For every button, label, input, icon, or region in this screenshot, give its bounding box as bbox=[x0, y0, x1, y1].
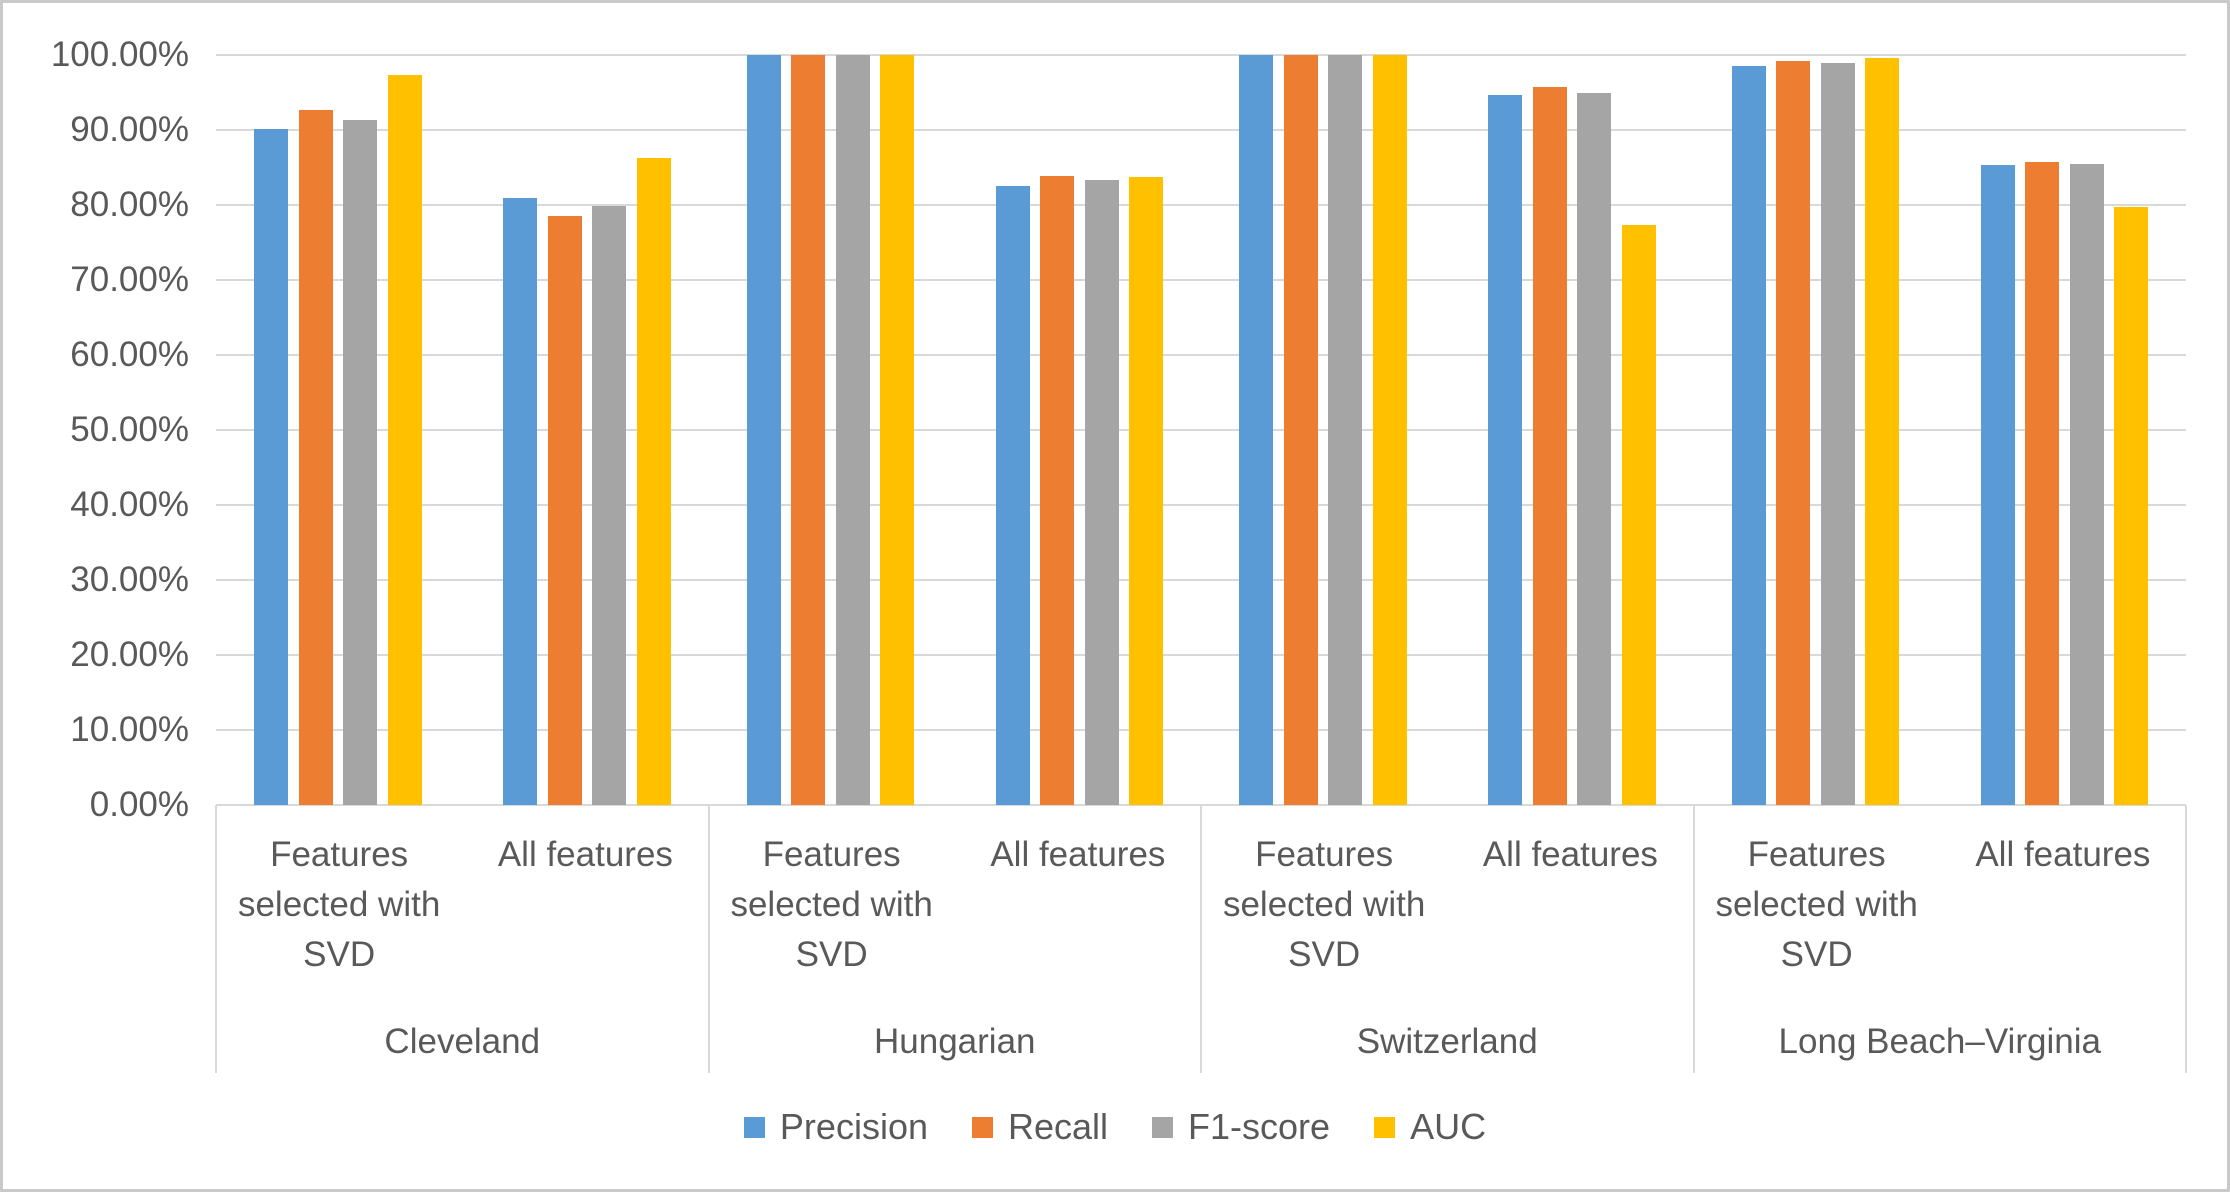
bar-auc-all-3 bbox=[2114, 206, 2148, 805]
bar-recall-svd-3 bbox=[1776, 61, 1810, 805]
bar-recall-all-2 bbox=[1532, 87, 1567, 805]
bar-precision-svd-0 bbox=[254, 128, 288, 805]
bar-f1-score-svd-0 bbox=[343, 120, 377, 805]
subcategory-label-all-2: All features bbox=[1482, 835, 1658, 874]
legend: Precision Recall F1-score AUC bbox=[3, 1106, 2227, 1148]
bar-auc-svd-3 bbox=[1865, 58, 1899, 805]
category-separator-3 bbox=[1692, 805, 1695, 1073]
bar-f1-score-all-0 bbox=[592, 205, 626, 805]
bar-precision-all-2 bbox=[1488, 94, 1522, 805]
gridline-80 bbox=[216, 204, 2186, 206]
y-tick-label-60: 60.00% bbox=[70, 335, 189, 374]
subcategory-label-all-1: All features bbox=[990, 835, 1166, 874]
subcategory-label-all-0: All features bbox=[497, 835, 673, 874]
y-tick-label-100: 100.00% bbox=[50, 35, 189, 74]
y-tick-label-80: 80.00% bbox=[70, 185, 189, 224]
gridline-60 bbox=[216, 354, 2186, 356]
bar-precision-all-3 bbox=[1980, 165, 2015, 805]
bar-recall-all-3 bbox=[2025, 162, 2059, 805]
y-tick-label-10: 10.00% bbox=[70, 710, 189, 749]
subcategory-label-svd-1: Features selected with SVD bbox=[730, 835, 933, 974]
group-label-2: Switzerland bbox=[1356, 1022, 1538, 1061]
bar-auc-all-2 bbox=[1621, 225, 1656, 805]
subcategory-label-all-3: All features bbox=[1975, 835, 2151, 874]
y-tick-label-20: 20.00% bbox=[70, 635, 189, 674]
y-tick-label-30: 30.00% bbox=[70, 560, 189, 599]
gridline-90 bbox=[216, 129, 2186, 131]
y-tick-label-0: 0.00% bbox=[89, 785, 189, 824]
legend-swatch-f1-score bbox=[1152, 1116, 1174, 1138]
bar-f1-score-all-3 bbox=[2069, 163, 2104, 805]
bar-auc-svd-2 bbox=[1372, 55, 1407, 805]
category-separator-4 bbox=[2185, 805, 2187, 1073]
y-tick-label-70: 70.00% bbox=[70, 260, 189, 299]
subcategory-label-svd-2: Features selected with SVD bbox=[1222, 835, 1426, 974]
bar-recall-svd-1 bbox=[791, 55, 825, 805]
gridline-30 bbox=[216, 579, 2186, 581]
bar-recall-svd-0 bbox=[298, 109, 333, 805]
subcategory-label-svd-3: Features selected with SVD bbox=[1715, 835, 1918, 974]
bar-precision-svd-1 bbox=[746, 55, 781, 805]
legend-item-precision: Precision bbox=[743, 1106, 928, 1148]
bar-recall-all-1 bbox=[1040, 175, 1074, 805]
bar-f1-score-all-2 bbox=[1577, 92, 1611, 805]
category-separator-2 bbox=[1200, 805, 1202, 1073]
gridline-50 bbox=[216, 429, 2186, 431]
bar-auc-svd-1 bbox=[880, 55, 914, 805]
legend-swatch-precision bbox=[743, 1116, 765, 1138]
bar-precision-all-0 bbox=[503, 197, 537, 805]
gridline-100 bbox=[216, 54, 2186, 56]
category-separator-0 bbox=[215, 805, 217, 1073]
bar-recall-svd-2 bbox=[1283, 55, 1318, 805]
bar-precision-svd-3 bbox=[1731, 66, 1766, 805]
legend-swatch-recall bbox=[971, 1116, 993, 1138]
legend-item-recall: Recall bbox=[971, 1106, 1109, 1148]
group-label-0: Cleveland bbox=[384, 1022, 541, 1061]
subcategory-label-svd-0: Features selected with SVD bbox=[237, 835, 441, 974]
legend-swatch-auc bbox=[1374, 1116, 1396, 1138]
y-tick-label-40: 40.00% bbox=[70, 485, 189, 524]
bar-f1-score-svd-3 bbox=[1820, 63, 1855, 805]
bar-f1-score-svd-2 bbox=[1328, 55, 1362, 805]
bar-auc-all-0 bbox=[636, 157, 671, 805]
group-label-1: Hungarian bbox=[874, 1022, 1036, 1061]
bar-auc-all-1 bbox=[1129, 176, 1163, 805]
gridline-20 bbox=[216, 654, 2186, 656]
legend-label-f1-score: F1-score bbox=[1188, 1106, 1331, 1147]
bar-recall-all-0 bbox=[547, 215, 582, 805]
y-tick-label-50: 50.00% bbox=[70, 410, 189, 449]
bar-precision-svd-2 bbox=[1239, 55, 1273, 805]
bar-f1-score-all-1 bbox=[1084, 179, 1119, 805]
y-tick-label-90: 90.00% bbox=[70, 110, 189, 149]
category-separator-1 bbox=[707, 805, 710, 1073]
legend-label-precision: Precision bbox=[779, 1106, 928, 1147]
bar-precision-all-1 bbox=[995, 185, 1030, 805]
legend-item-f1-score: F1-score bbox=[1152, 1106, 1330, 1148]
bar-auc-svd-0 bbox=[387, 75, 422, 805]
gridline-40 bbox=[216, 504, 2186, 506]
legend-item-auc: AUC bbox=[1374, 1106, 1486, 1148]
gridline-10 bbox=[216, 729, 2186, 731]
bar-f1-score-svd-1 bbox=[835, 55, 870, 805]
legend-label-recall: Recall bbox=[1007, 1106, 1109, 1147]
group-label-3: Long Beach–Virginia bbox=[1778, 1022, 2101, 1061]
gridline-70 bbox=[216, 279, 2186, 281]
legend-label-auc: AUC bbox=[1410, 1106, 1487, 1147]
